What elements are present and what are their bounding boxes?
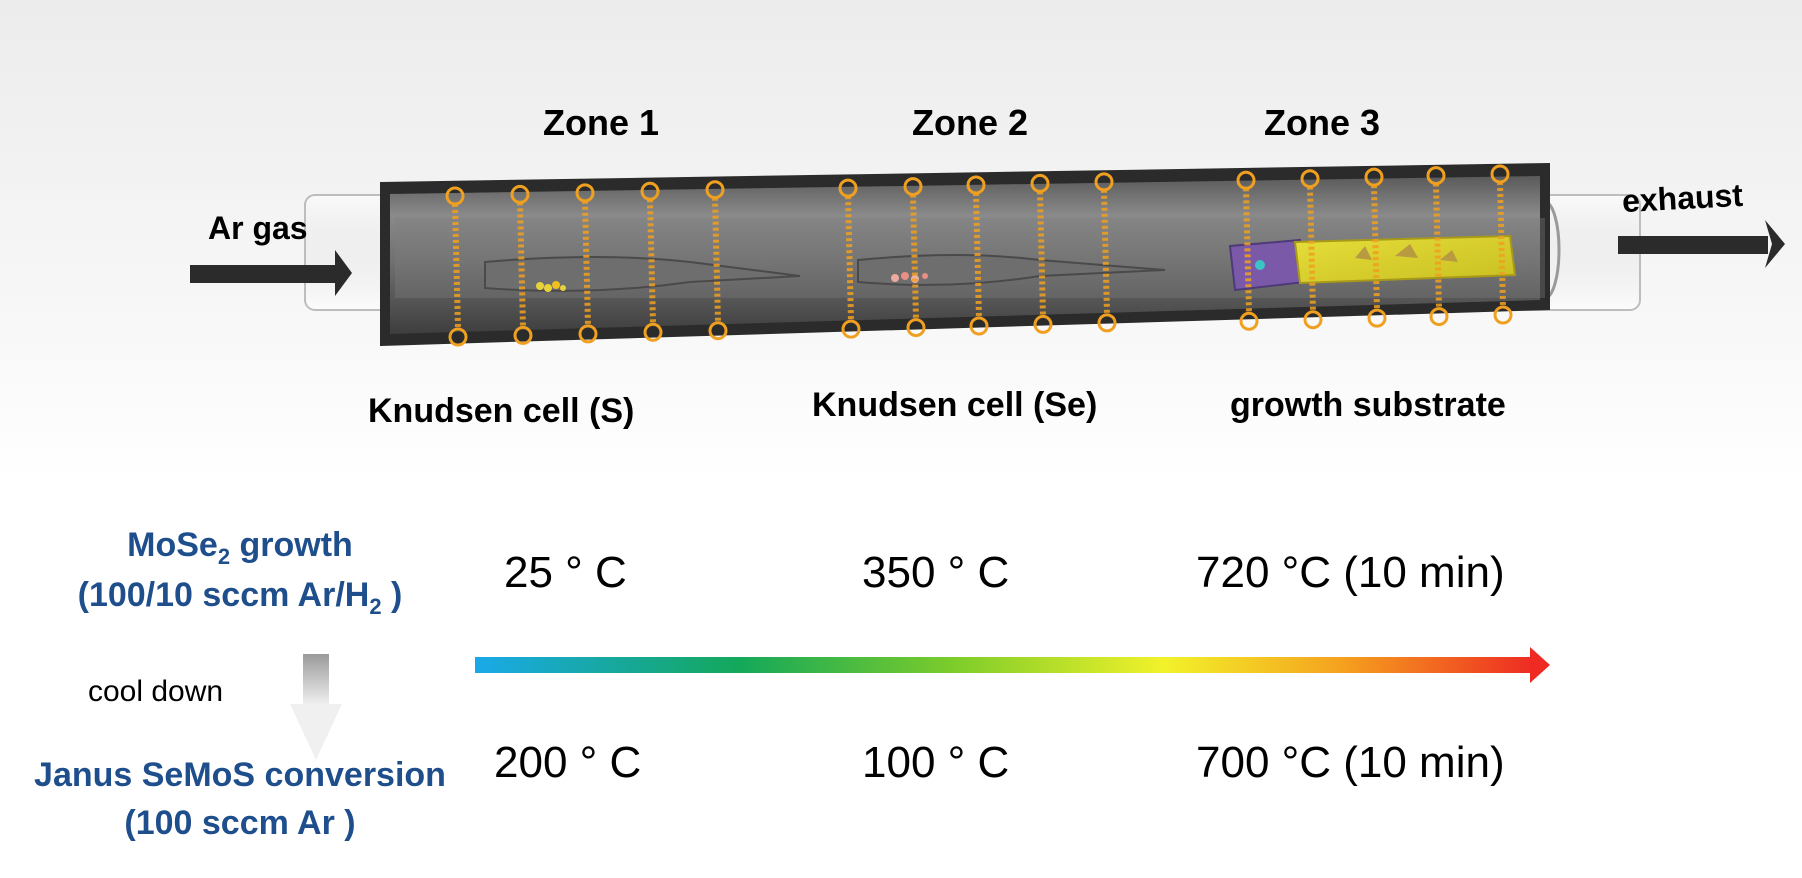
heating-coil <box>510 184 533 345</box>
exhaust-arrow <box>1618 220 1785 268</box>
ar-gas-label: Ar gas <box>208 210 308 246</box>
heating-coil <box>1490 164 1513 325</box>
temperature-gradient-arrow <box>475 647 1550 683</box>
heating-coil <box>903 177 926 338</box>
growth-zone-1-temp: 25 ° C <box>504 548 627 597</box>
knudsen-cell-s-label: Knudsen cell (S) <box>368 392 635 430</box>
zone-2-label: Zone 2 <box>912 102 1029 143</box>
mose2-growth-flow: (100/10 sccm Ar/H2 ) <box>77 576 403 619</box>
heating-coil <box>575 183 598 344</box>
heating-coil <box>838 178 861 339</box>
zone-3-label: Zone 3 <box>1264 102 1381 143</box>
growth-substrate <box>1228 234 1517 292</box>
cool-down-label: cool down <box>88 675 224 708</box>
heating-coil <box>640 181 663 342</box>
growth-zone-3-temp: 720 °C (10 min) <box>1196 548 1505 597</box>
zone-1-label: Zone 1 <box>543 102 660 143</box>
mose2-growth-title: MoSe2 growth <box>127 526 353 569</box>
heating-coil <box>1030 173 1053 334</box>
conversion-zone-3-temp: 700 °C (10 min) <box>1196 738 1505 787</box>
conversion-zone-2-temp: 100 ° C <box>862 738 1010 787</box>
heating-coil <box>1236 170 1259 331</box>
ar-gas-arrow <box>190 250 352 296</box>
heating-coil <box>1300 169 1323 330</box>
growth-zone-2-temp: 350 ° C <box>862 548 1010 597</box>
janus-conversion-title: Janus SeMoS conversion <box>34 756 446 794</box>
janus-conversion-flow: (100 sccm Ar ) <box>124 804 356 842</box>
conversion-zone-1-temp: 200 ° C <box>494 738 642 787</box>
knudsen-cell-se-label: Knudsen cell (Se) <box>812 386 1098 424</box>
heating-coil <box>1364 167 1387 328</box>
heating-coil <box>445 186 468 347</box>
cool-down-arrow <box>290 654 342 760</box>
heating-coil <box>966 175 989 336</box>
heating-coil <box>1094 172 1117 333</box>
knudsen-cell-s <box>484 256 801 292</box>
growth-substrate-label: growth substrate <box>1230 386 1506 424</box>
heating-coil <box>705 180 728 341</box>
heating-coils <box>445 164 1513 347</box>
heating-coil <box>1426 166 1449 327</box>
exhaust-label: exhaust <box>1621 176 1744 220</box>
